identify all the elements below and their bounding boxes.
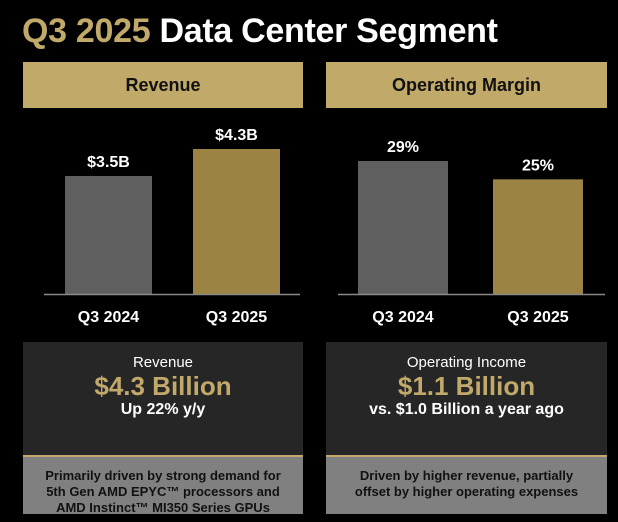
summary-label: Operating Income xyxy=(406,354,527,371)
summary-change: Up 22% y/y xyxy=(120,401,206,418)
operating-income-summary: Operating Income $1.1 Billion vs. $1.0 B… xyxy=(326,342,607,514)
data-label: $3.5B xyxy=(87,154,130,171)
bar xyxy=(65,175,152,294)
bar xyxy=(493,179,583,294)
category-label: Q3 2024 xyxy=(372,309,433,326)
summary-note: Primarily driven by strong demand for 5t… xyxy=(23,457,303,515)
revenue-chart: $3.5B Q3 2024 $4.3B Q3 2025 xyxy=(44,127,300,326)
category-label: Q3 2025 xyxy=(507,309,568,326)
operating-margin-chart: 29% Q3 2024 25% Q3 2025 xyxy=(338,139,605,326)
data-label: $4.3B xyxy=(215,127,258,144)
summary-value: $4.3 Billion xyxy=(94,371,232,401)
summary-change: vs. $1.0 Billion a year ago xyxy=(369,401,564,418)
summary-note: Driven by higher revenue, partially offs… xyxy=(326,457,607,514)
operating-margin-header: Operating Margin xyxy=(326,62,607,108)
category-label: Q3 2025 xyxy=(206,309,267,326)
revenue-summary: Revenue $4.3 Billion Up 22% y/y Primaril… xyxy=(23,342,303,515)
revenue-header: Revenue xyxy=(23,62,303,108)
summary-label: Revenue xyxy=(132,354,194,371)
bar xyxy=(358,161,448,294)
summary-value: $1.1 Billion xyxy=(397,371,536,401)
bar xyxy=(193,149,280,294)
data-label: 25% xyxy=(522,157,554,174)
page-title: Q3 2025 Data Center Segment xyxy=(22,12,498,50)
category-label: Q3 2024 xyxy=(78,309,139,326)
data-label: 29% xyxy=(387,139,419,156)
